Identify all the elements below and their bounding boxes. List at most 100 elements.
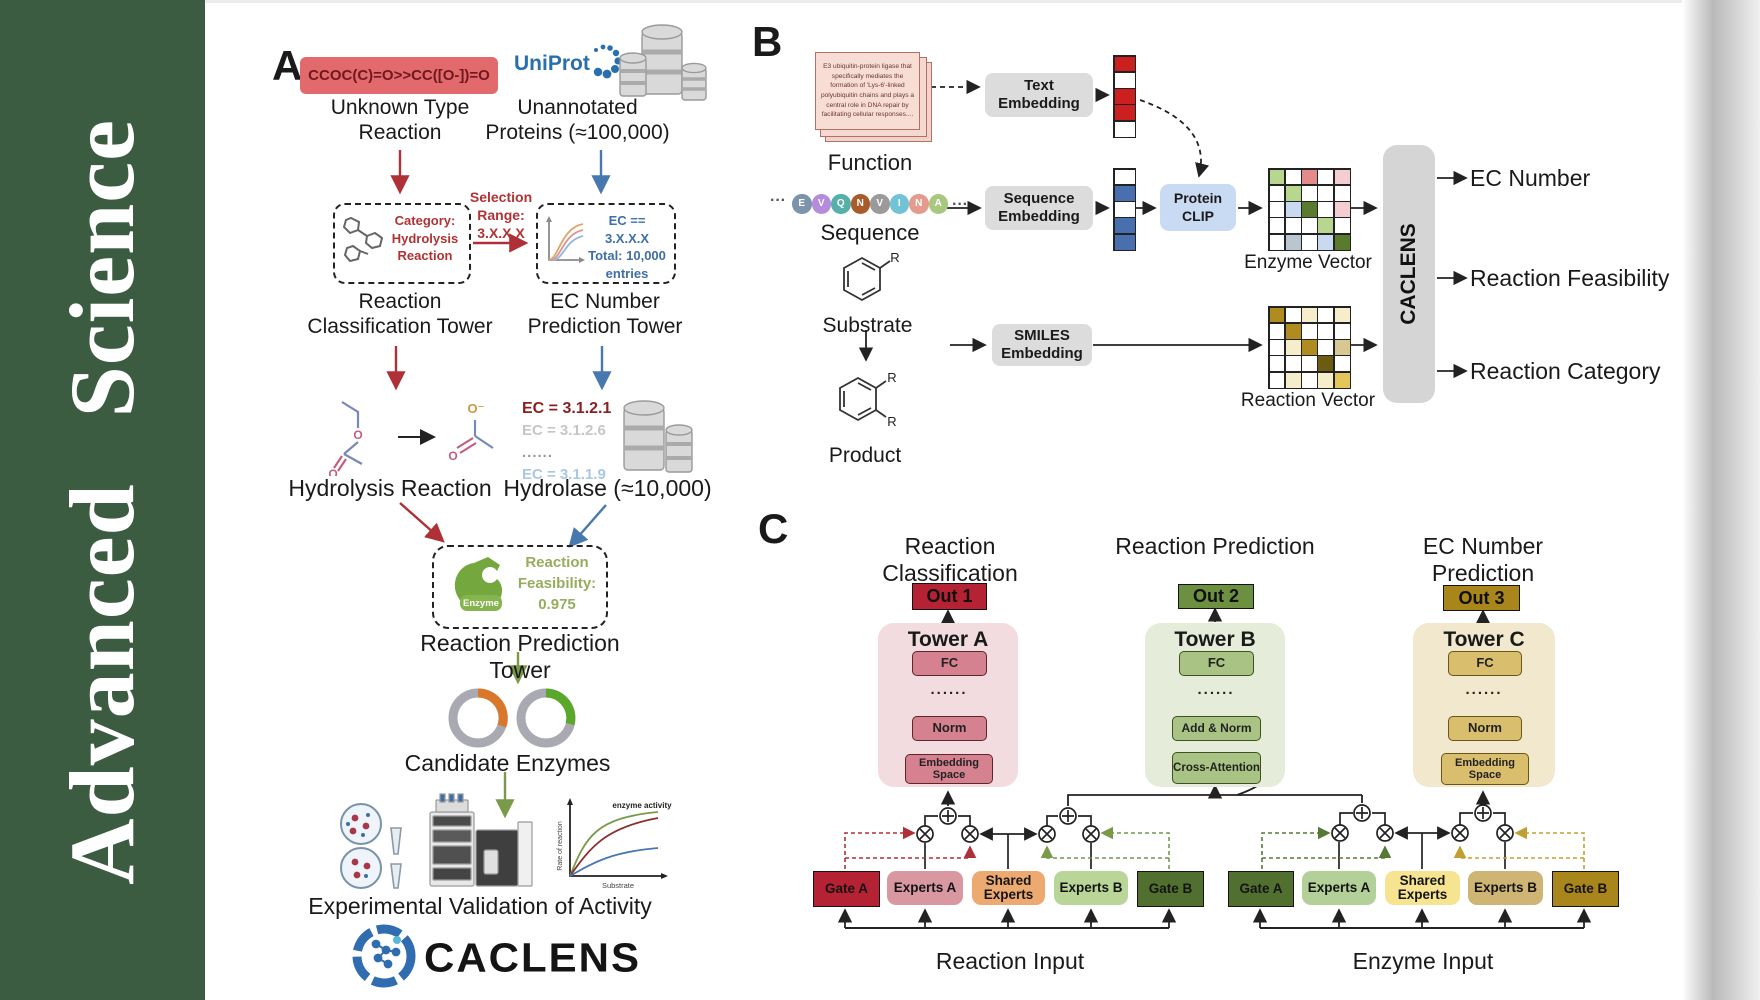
vector-cell <box>1285 340 1301 355</box>
tower-b-add-norm: Add & Norm <box>1172 716 1261 741</box>
reaction-input-label: Reaction Input <box>935 948 1085 974</box>
vector-cell <box>1302 372 1317 388</box>
residue-circle: I <box>889 194 909 214</box>
vector-cell <box>1318 356 1334 372</box>
vector-cell <box>1334 185 1350 201</box>
function-card-text: E3 ubiquitin-protein ligase that specifi… <box>820 63 915 119</box>
sequence-embedding-vector <box>1113 168 1136 251</box>
tower-c-embedding: Embedding Space <box>1441 753 1529 785</box>
left-experts-b: Experts B <box>1054 871 1128 905</box>
tower-b-fc: FC <box>1179 651 1254 676</box>
tower-a-dots: ...... <box>930 681 968 698</box>
reaction-prediction-tower-label: Reaction Prediction Tower <box>420 630 620 683</box>
hydrolase-label: Hydrolase (≈10,000) <box>503 475 712 501</box>
substrate-label: Substrate <box>822 314 913 337</box>
vector-cell <box>1114 105 1135 121</box>
substrate-molecule-icon: R <box>843 250 900 302</box>
vector-cell <box>1334 234 1350 250</box>
tower-a: Tower A FC ...... Norm Embedding Space <box>878 623 1018 787</box>
tower-c-fc: FC <box>1448 651 1522 676</box>
molecule-scribble-icon <box>342 216 384 263</box>
reaction-feasibility-box <box>432 545 608 629</box>
svg-text:O: O <box>353 428 362 442</box>
hplc-instrument-icon <box>429 793 533 887</box>
right-gate-b: Gate B <box>1552 871 1619 907</box>
output-reaction-category: Reaction Category <box>1470 358 1661 384</box>
tower-c: Tower C FC ...... Norm Embedding Space <box>1413 623 1555 787</box>
vector-cell <box>1285 372 1301 388</box>
vector-cell <box>1318 340 1334 355</box>
reaction-classification-tower-label: Reaction Classification Tower <box>307 290 493 338</box>
ellipsis-right: ··· <box>952 196 968 213</box>
ec-item: EC = 3.1.2.1 <box>522 400 612 417</box>
left-gate-b: Gate B <box>1137 871 1204 907</box>
residue-circle: A <box>928 194 948 214</box>
page-edge-shadow <box>1682 0 1760 1000</box>
reaction-vector-grid <box>1268 306 1351 389</box>
vector-cell <box>1269 307 1285 323</box>
vector-cell <box>1269 218 1285 234</box>
tower-a-name: Tower A <box>907 628 989 651</box>
mult-node <box>961 825 979 843</box>
right-experts-b: Experts B <box>1468 871 1543 905</box>
enzyme-blob-label: Enzyme <box>463 598 499 609</box>
mult-node <box>1451 824 1469 842</box>
protein-clip-box: Protein CLIP <box>1160 184 1236 231</box>
vector-cell <box>1269 234 1285 250</box>
mult-node <box>1038 825 1056 843</box>
vector-cell <box>1302 234 1317 250</box>
vector-cell <box>1302 340 1317 355</box>
title-reaction-prediction: Reaction Prediction <box>1115 533 1315 559</box>
ec-item: EC = 3.1.1.9 <box>522 466 606 483</box>
vector-cell <box>1285 185 1301 201</box>
smiles-embedding-box: SMILES Embedding <box>992 324 1092 366</box>
panel-b-label: B <box>752 18 783 65</box>
vector-cell <box>1285 323 1301 339</box>
vector-cell <box>1285 218 1301 234</box>
cell-samples-icon <box>340 803 402 889</box>
enzyme-input-label: Enzyme Input <box>1352 948 1494 974</box>
ec-result-list: EC = 3.1.2.1 EC = 3.1.2.6 ...... EC = 3.… <box>522 398 632 486</box>
vector-cell <box>1318 202 1334 217</box>
vector-cell <box>1269 169 1285 185</box>
smiles-reaction-box: CCOC(C)=O>>CC([O-])=O <box>300 57 498 94</box>
vector-cell <box>1334 372 1350 388</box>
reaction-vector-label: Reaction Vector <box>1240 390 1376 411</box>
text-embedding-box: Text Embedding <box>985 73 1093 117</box>
vector-cell <box>1318 169 1334 185</box>
vector-cell <box>1114 234 1135 250</box>
sequence-embedding-box: Sequence Embedding <box>985 186 1093 230</box>
category-text: Category: Hydrolysis Reaction <box>391 213 459 264</box>
vector-cell <box>1334 169 1350 185</box>
svg-text:Rate of reaction: Rate of reaction <box>557 821 564 871</box>
svg-text:enzyme activity: enzyme activity <box>612 801 672 810</box>
vector-cell <box>1114 169 1135 185</box>
out1-box: Out 1 <box>912 583 987 610</box>
left-shared-experts: Shared Experts <box>972 871 1045 905</box>
residue-circle: Q <box>831 194 851 214</box>
selection-range-label: Selection Range: 3.X.X.X <box>469 189 533 242</box>
product-molecule-icon: R R <box>839 370 897 429</box>
vector-cell <box>1269 323 1285 339</box>
vector-cell <box>1114 121 1135 137</box>
vector-cell <box>1302 356 1317 372</box>
vector-cell <box>1334 307 1350 323</box>
enzyme-blob-icon <box>454 557 503 611</box>
mult-node <box>1331 824 1349 842</box>
mult-node <box>1496 824 1514 842</box>
ester-molecule-icon: O O <box>328 401 363 476</box>
caclens-logo-icon <box>352 924 416 988</box>
vector-cell <box>1302 202 1317 217</box>
mult-node <box>1082 825 1100 843</box>
vector-cell <box>1285 356 1301 372</box>
vector-cell <box>1318 185 1334 201</box>
sum-node <box>939 807 957 825</box>
vector-cell <box>1318 323 1334 339</box>
journal-title: Advanced Science <box>51 119 153 885</box>
vector-cell <box>1285 234 1301 250</box>
curves-icon <box>546 216 585 263</box>
right-gate-a: Gate A <box>1228 871 1294 907</box>
unannotated-proteins-label: Unannotated Proteins (≈100,000) <box>485 96 670 144</box>
tower-b-dots: ...... <box>1197 681 1235 698</box>
